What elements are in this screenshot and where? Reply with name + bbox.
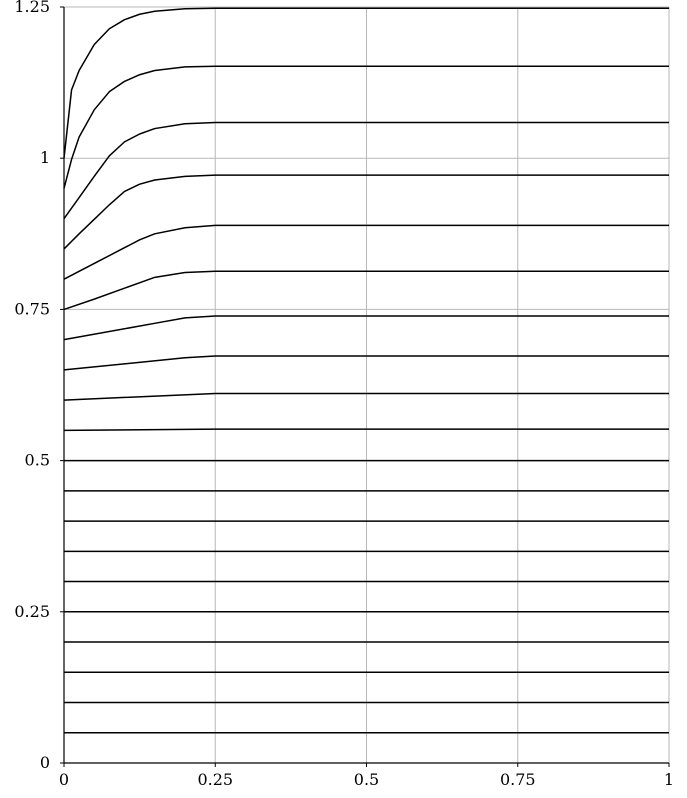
y-tick-label: 0.5 (25, 451, 50, 470)
ticks: 0 0.25 0.5 0.75 1 0 0.25 0.5 0.75 1 1.25 (14, 0, 674, 789)
x-tick-label: 0.5 (354, 770, 379, 789)
x-tick-label: 1 (664, 770, 674, 789)
y-tick-label: 1.25 (14, 0, 50, 16)
series-line-11 (63, 428, 669, 432)
series-line-19 (63, 65, 669, 189)
y-tick-label: 0 (40, 753, 50, 772)
x-tick-label: 0.75 (500, 770, 536, 789)
series-line-13 (63, 355, 669, 371)
series-line-14 (63, 315, 669, 341)
series-line-20 (63, 7, 669, 159)
series-line-16 (63, 224, 669, 280)
y-tick-label: 0.75 (14, 299, 50, 318)
grid (64, 6, 670, 763)
series-line-15 (63, 270, 669, 311)
series-line-17 (63, 174, 669, 250)
series-line-12 (63, 392, 669, 401)
series-lines (63, 7, 669, 734)
series-line-18 (63, 121, 669, 220)
y-tick-label: 0.25 (14, 602, 50, 621)
x-tick-label: 0.25 (197, 770, 233, 789)
x-tick-label: 0 (59, 770, 69, 789)
y-tick-label: 1 (40, 148, 50, 167)
